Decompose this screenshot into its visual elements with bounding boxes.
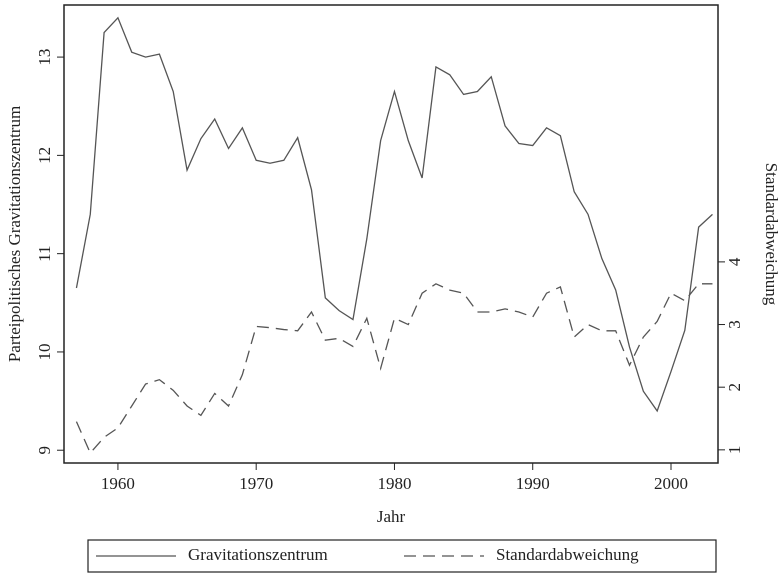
legend-box bbox=[87, 539, 717, 573]
y-tick-label: 9 bbox=[35, 446, 54, 455]
y-tick-label: 12 bbox=[35, 147, 54, 164]
y2-axis-label: Standardabweichung bbox=[762, 163, 781, 306]
x-tick-label: 1970 bbox=[239, 474, 273, 493]
x-tick-label: 1960 bbox=[101, 474, 135, 493]
series-line bbox=[75, 283, 713, 455]
series-line bbox=[75, 16, 713, 413]
legend-label: Gravitationszentrum bbox=[188, 545, 328, 564]
x-tick-label: 1980 bbox=[377, 474, 411, 493]
legend-label: Standardabweichung bbox=[496, 545, 639, 564]
y-axis-label: Parteipolitisches Gravitationszentrum bbox=[5, 106, 24, 362]
x-axis-label: Jahr bbox=[377, 507, 406, 526]
plot-frame bbox=[63, 4, 719, 464]
y2-tick-label: 4 bbox=[725, 257, 744, 266]
x-tick-label: 1990 bbox=[516, 474, 550, 493]
x-tick-label: 2000 bbox=[654, 474, 688, 493]
y-tick-label: 13 bbox=[35, 49, 54, 66]
y2-tick-label: 3 bbox=[725, 320, 744, 329]
y-tick-label: 11 bbox=[35, 245, 54, 261]
y2-tick-label: 1 bbox=[725, 446, 744, 455]
y2-tick-label: 2 bbox=[725, 383, 744, 392]
y-tick-label: 10 bbox=[35, 343, 54, 360]
